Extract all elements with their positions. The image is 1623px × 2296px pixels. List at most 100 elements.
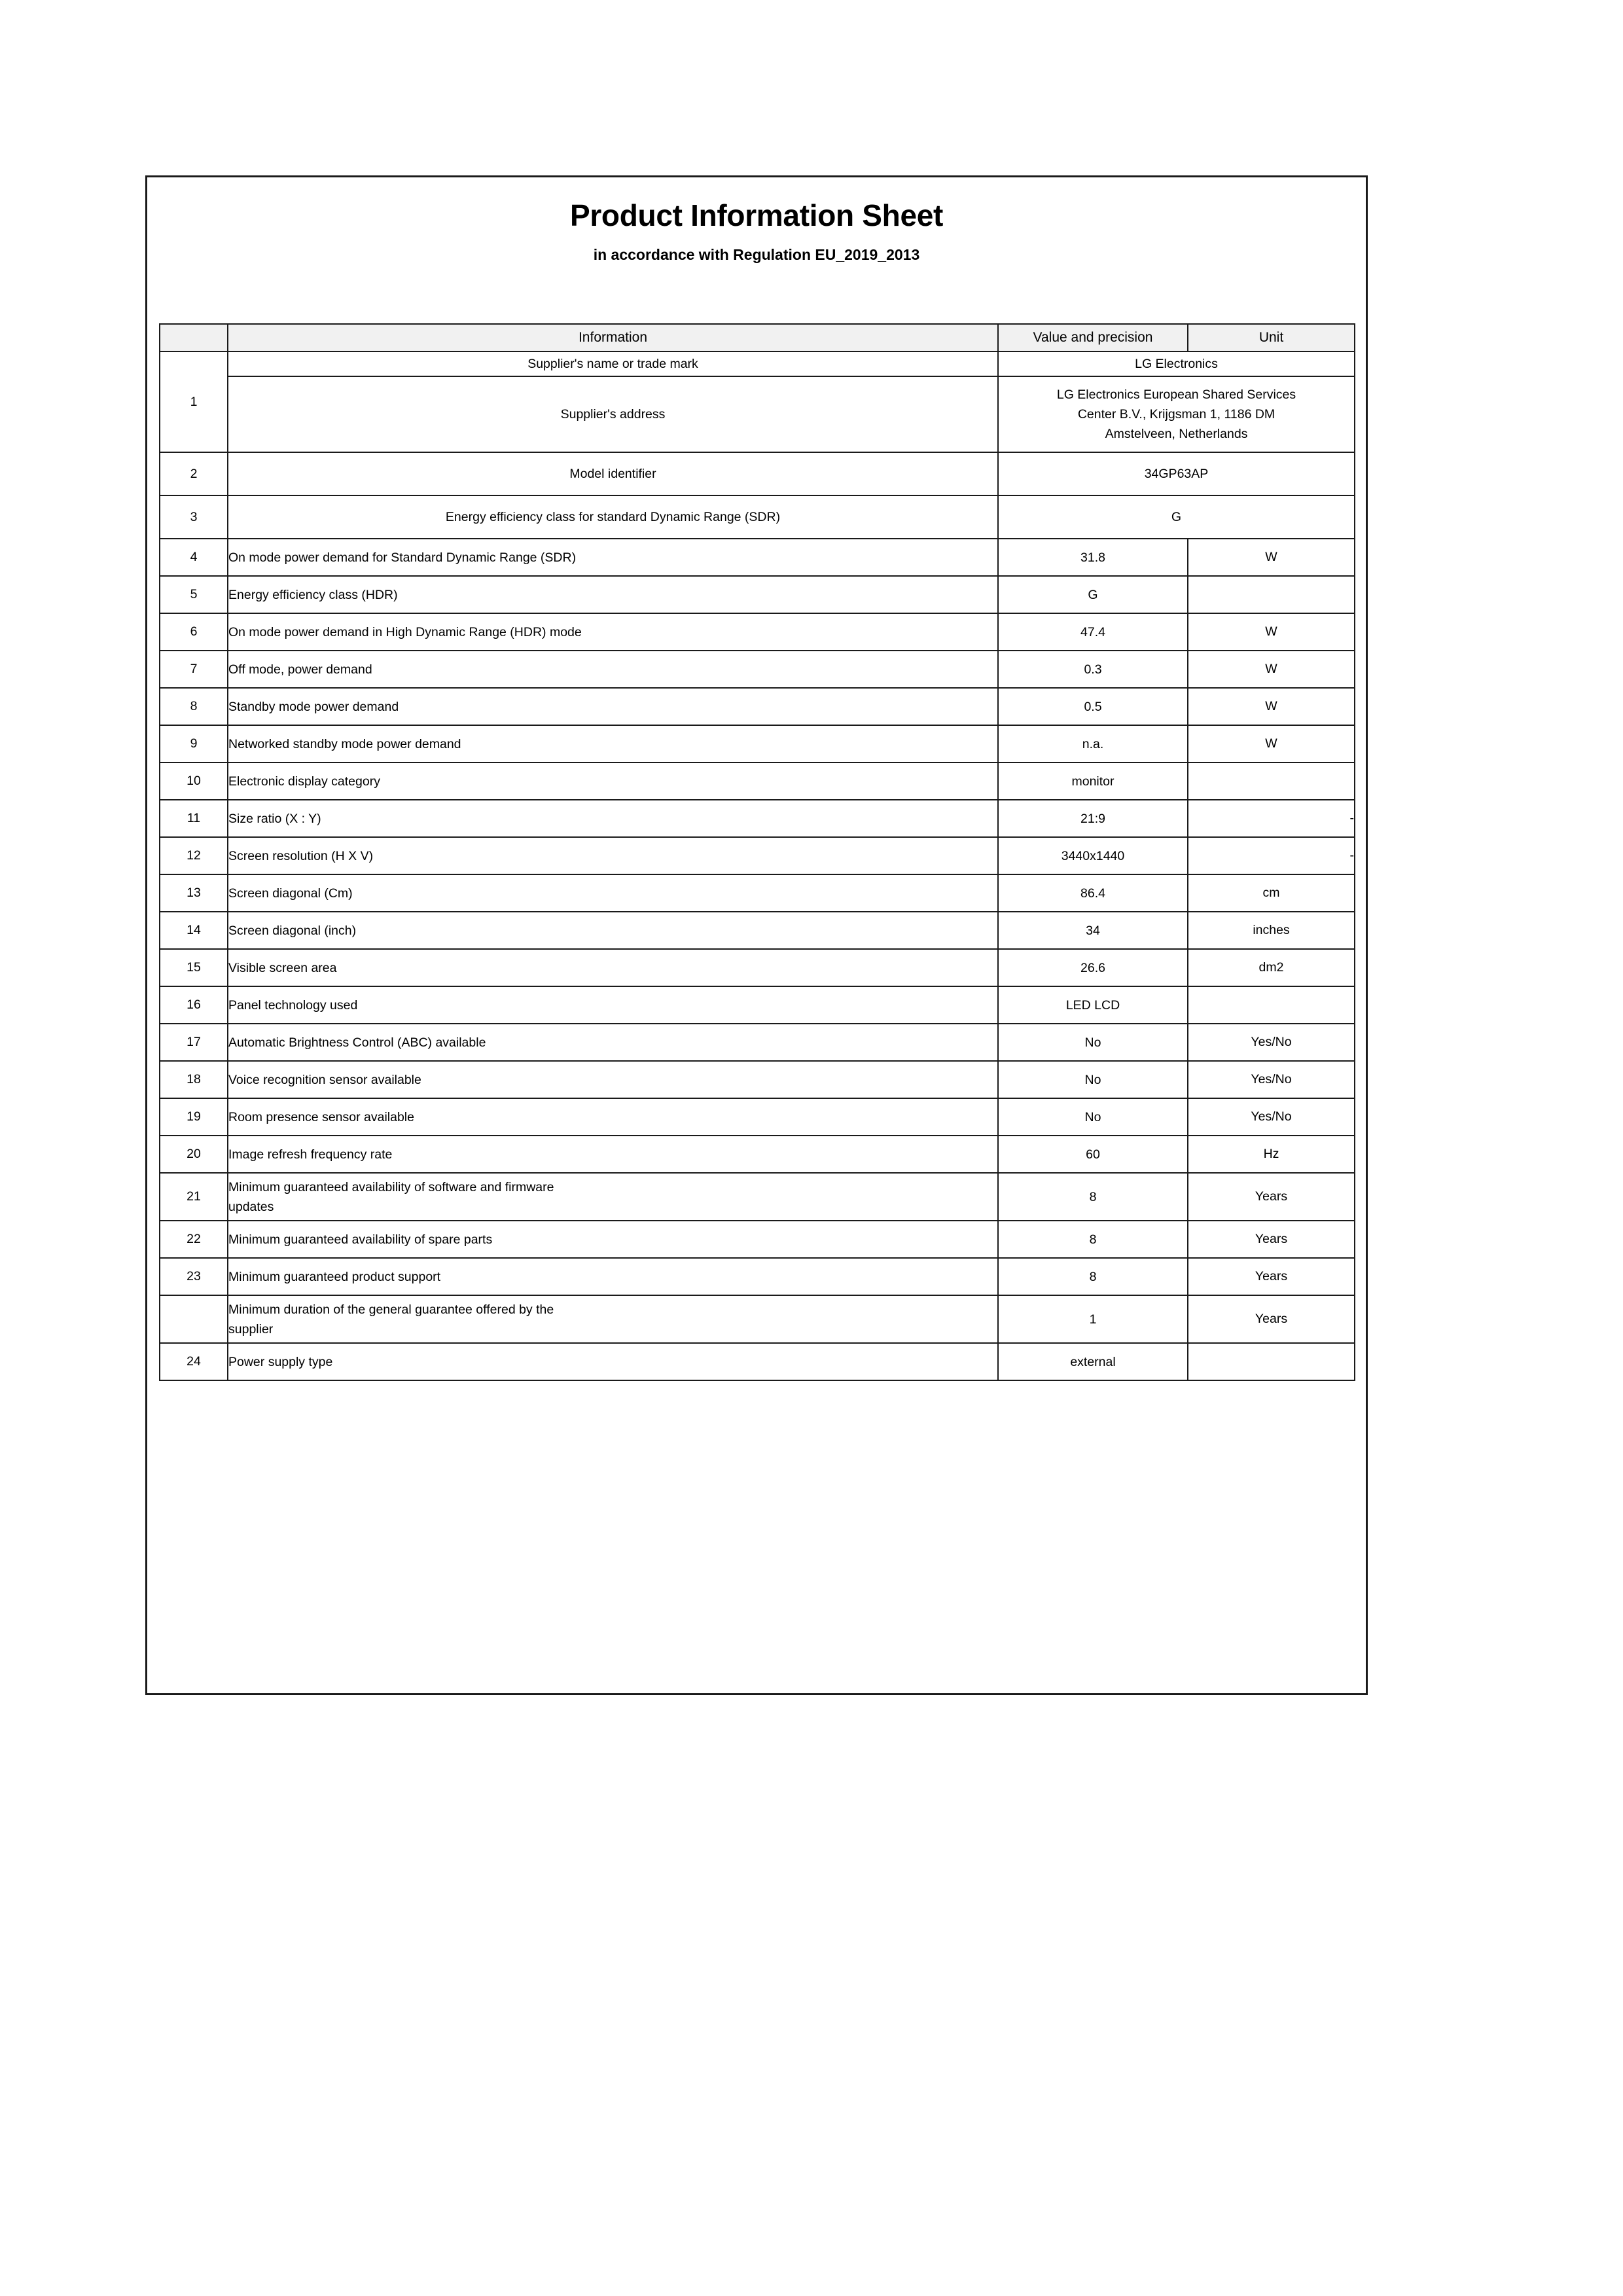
row-number: 23 <box>159 1257 228 1296</box>
table-row: 8 Standby mode power demand 0.5 W <box>159 687 1355 726</box>
row-value: No <box>997 1023 1188 1062</box>
row-information-line: supplier <box>228 1321 274 1336</box>
table-row: 21 Minimum guaranteed availability of sof… <box>159 1172 1355 1221</box>
row-information: On mode power demand in High Dynamic Ran… <box>227 613 999 651</box>
row-information-line: updates <box>228 1199 274 1214</box>
row-value: 8 <box>997 1257 1188 1296</box>
table-row: 20 Image refresh frequency rate 60 Hz <box>159 1135 1355 1174</box>
row-unit: cm <box>1187 874 1355 912</box>
row-information: Minimum duration of the general guarante… <box>227 1295 999 1344</box>
row-information: Visible screen area <box>227 948 999 987</box>
table-row: 24 Power supply type external <box>159 1342 1355 1381</box>
row-information: Room presence sensor available <box>227 1098 999 1136</box>
row-information: Image refresh frequency rate <box>227 1135 999 1174</box>
table-row: 12 Screen resolution (H X V) 3440x1440- <box>159 836 1355 875</box>
row-unit: W <box>1187 687 1355 726</box>
row-number: 10 <box>159 762 228 800</box>
row-information: Networked standby mode power demand <box>227 725 999 763</box>
row-value: G <box>997 575 1188 614</box>
row-unit <box>1187 762 1355 800</box>
table-row: 11 Size ratio (X : Y) 21:9- <box>159 799 1355 838</box>
row-value: external <box>997 1342 1188 1381</box>
row-unit: Yes/No <box>1187 1098 1355 1136</box>
row-number: 8 <box>159 687 228 726</box>
row-number: 19 <box>159 1098 228 1136</box>
table-row: 2 Model identifier 34GP63AP <box>159 452 1355 496</box>
row-information: Power supply type <box>227 1342 999 1381</box>
row-value: LG Electronics European Shared Services C… <box>997 376 1355 453</box>
row-unit: inches <box>1187 911 1355 950</box>
page-subtitle: in accordance with Regulation EU_2019_20… <box>593 246 920 263</box>
row-unit: Years <box>1187 1257 1355 1296</box>
row-number: 11 <box>159 799 228 838</box>
row-value: n.a. <box>997 725 1188 763</box>
row-information: Supplier's address <box>227 376 999 453</box>
table-row: 19 Room presence sensor available No Yes/No <box>159 1098 1355 1136</box>
row-value: 3440x1440 <box>997 836 1188 875</box>
row-information: Minimum guaranteed availability of spare… <box>227 1220 999 1259</box>
column-header-number <box>159 323 228 352</box>
table-row: Supplier's address LG Electronics Europea… <box>160 376 1355 453</box>
row-value: 21:9 <box>997 799 1188 838</box>
row-value: 60 <box>997 1135 1188 1174</box>
row-number: 1 <box>159 351 228 453</box>
row-value-line: LG Electronics European Shared Services <box>1056 387 1296 402</box>
row-information: Screen resolution (H X V) <box>227 836 999 875</box>
row-number: 21 <box>159 1172 228 1221</box>
row-unit: Years <box>1187 1220 1355 1259</box>
row-unit: dm2 <box>1187 948 1355 987</box>
column-header-information: Information <box>227 323 999 352</box>
row-value: LG Electronics <box>997 351 1355 377</box>
row-number: 20 <box>159 1135 228 1174</box>
table-row: 14 Screen diagonal (inch) 34 inches <box>159 911 1355 950</box>
table-row: 6 On mode power demand in High Dynamic Ra… <box>159 613 1355 651</box>
row-number: 12 <box>159 836 228 875</box>
row-number: 2 <box>159 452 228 496</box>
row-unit: Yes/No <box>1187 1060 1355 1099</box>
row-value: G <box>997 495 1355 539</box>
row-number: 4 <box>159 538 228 577</box>
row-value: No <box>997 1060 1188 1099</box>
row-value: 8 <box>997 1172 1188 1221</box>
table-row: 9 Networked standby mode power demand n.a.… <box>159 725 1355 763</box>
row-information-line: Minimum guaranteed availability of softw… <box>228 1179 554 1194</box>
row-information: Energy efficiency class (HDR) <box>227 575 999 614</box>
row-value: monitor <box>997 762 1188 800</box>
row-unit: - <box>1187 836 1355 875</box>
row-information: Minimum guaranteed product support <box>227 1257 999 1296</box>
row-number: 6 <box>159 613 228 651</box>
table-row: 7 Off mode, power demand 0.3 W <box>159 650 1355 689</box>
row-number: 9 <box>159 725 228 763</box>
row-information: Electronic display category <box>227 762 999 800</box>
row-value: 0.3 <box>997 650 1188 689</box>
row-value: 1 <box>997 1295 1188 1344</box>
table-row: 16 Panel technology used LED LCD <box>159 986 1355 1024</box>
row-unit: Years <box>1187 1295 1355 1344</box>
row-value: 47.4 <box>997 613 1188 651</box>
row-unit: - <box>1187 799 1355 838</box>
row-information: Model identifier <box>227 452 999 496</box>
row-number: 7 <box>159 650 228 689</box>
table-header-row: Information Value and precision Unit <box>159 323 1355 352</box>
row-information: Automatic Brightness Control (ABC) avail… <box>227 1023 999 1062</box>
row-value-line: Amstelveen, Netherlands <box>1105 427 1248 441</box>
row-number: 17 <box>159 1023 228 1062</box>
row-information-line: Minimum duration of the general guarante… <box>228 1302 554 1317</box>
row-unit: W <box>1187 650 1355 689</box>
row-information: Size ratio (X : Y) <box>227 799 999 838</box>
table-row: 5 Energy efficiency class (HDR) G <box>159 575 1355 614</box>
row-information: Off mode, power demand <box>227 650 999 689</box>
row-value: 31.8 <box>997 538 1188 577</box>
row-information: Minimum guaranteed availability of softw… <box>227 1172 999 1221</box>
row-value: 34 <box>997 911 1188 950</box>
row-information: Voice recognition sensor available <box>227 1060 999 1099</box>
row-unit: W <box>1187 538 1355 577</box>
title-block: Product Information Sheet in accordance … <box>159 196 1354 264</box>
row-value: 34GP63AP <box>997 452 1355 496</box>
column-header-unit: Unit <box>1187 323 1355 352</box>
table-row: 3 Energy efficiency class for standard Dy… <box>159 495 1355 539</box>
row-number: 3 <box>159 495 228 539</box>
table-row: 10 Electronic display category monitor <box>159 762 1355 800</box>
row-unit <box>1187 575 1355 614</box>
table-row: 23 Minimum guaranteed product support 8 Yea… <box>159 1257 1355 1296</box>
